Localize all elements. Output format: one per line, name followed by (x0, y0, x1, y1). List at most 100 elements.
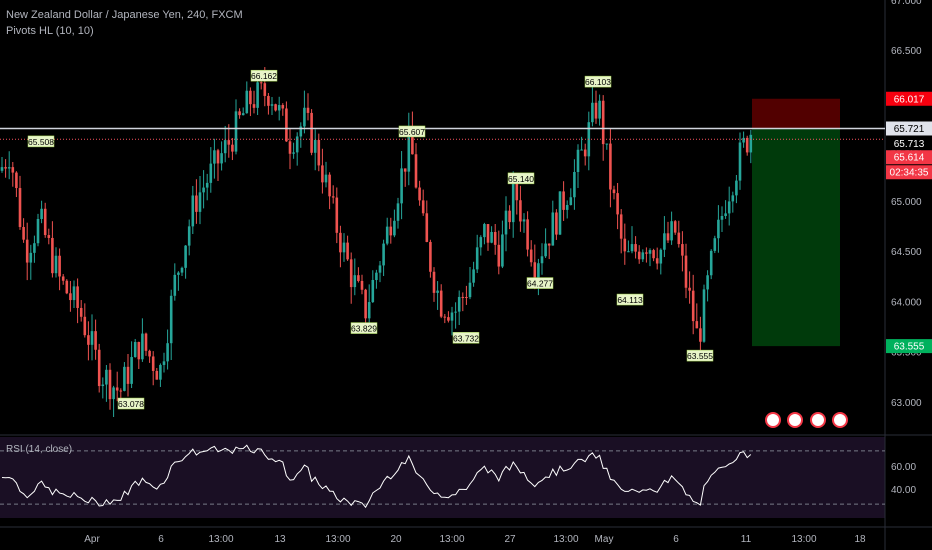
candle-body (677, 232, 681, 245)
pivot-label-box (27, 135, 55, 148)
candle-body (648, 250, 652, 254)
candle-body (522, 219, 526, 222)
candle-body (288, 141, 292, 154)
candle-body (551, 212, 555, 246)
candle-body (324, 174, 328, 183)
candle-body (335, 197, 339, 233)
candle-body (22, 226, 25, 240)
pivot-label-box (117, 397, 145, 410)
candle-body (745, 137, 749, 153)
candle-body (403, 168, 407, 172)
candle-body (313, 140, 317, 153)
y-tick-label: 64.500 (891, 247, 922, 258)
candle-body (317, 140, 321, 166)
candle-body (389, 226, 393, 236)
candle-body (475, 247, 479, 270)
candle-body (112, 387, 115, 400)
candle-body (418, 187, 421, 201)
candle-body (385, 226, 389, 244)
candle-body (515, 183, 519, 201)
x-tick-label: 13 (274, 534, 286, 545)
pivot-label: 66.162 (251, 71, 277, 81)
candle-body (364, 289, 367, 319)
candle-body (472, 269, 475, 283)
candle-body (436, 290, 439, 293)
candle-body (72, 286, 76, 301)
x-tick-label: 13:00 (791, 534, 816, 545)
x-tick-label: 6 (673, 534, 679, 545)
candle-body (479, 237, 483, 248)
candle-body (133, 342, 137, 358)
pivot-label-box (507, 172, 535, 185)
candle-body (65, 280, 69, 294)
candle-body (76, 286, 79, 308)
pivot-label: 65.508 (28, 137, 54, 147)
candle-body (429, 241, 432, 272)
candle-body (382, 243, 385, 266)
candle-body (277, 105, 281, 111)
candle-body (220, 153, 223, 164)
candle-body (655, 258, 659, 264)
candle-body (605, 143, 609, 145)
pivot-label-box (350, 322, 378, 334)
pivot-label-box (526, 277, 554, 289)
candle-body (562, 191, 565, 210)
candle-body (558, 191, 562, 235)
candle-body (630, 244, 634, 252)
candle-body (69, 293, 72, 301)
candle-body (702, 289, 706, 342)
pivot-label-box (616, 293, 644, 306)
candle-body (400, 168, 403, 204)
candle-body (137, 342, 141, 360)
candle-body (616, 193, 619, 215)
candle-body (742, 137, 745, 143)
candle-body (209, 163, 213, 183)
candle-body (526, 219, 529, 250)
candle-body (216, 150, 220, 164)
candle-body (90, 331, 94, 345)
candle-body (576, 149, 580, 173)
candle-body (177, 272, 180, 275)
candle-body (249, 90, 252, 105)
candle-body (627, 251, 630, 253)
candle-body (483, 224, 486, 238)
candle-body (511, 183, 515, 223)
candle-body (29, 252, 33, 263)
candle-body (148, 350, 151, 357)
price-tag-current (886, 121, 932, 136)
candle-body (238, 111, 241, 116)
candle-body (130, 357, 133, 384)
pivot-label: 63.555 (687, 351, 713, 361)
candle-body (346, 242, 349, 260)
candle-body (645, 252, 648, 254)
indicator-title: Pivots HL (10, 10) (6, 25, 94, 37)
price-tag-countdown (886, 165, 932, 180)
candle-body (213, 150, 216, 164)
candle-body (331, 196, 335, 198)
candle-body (202, 187, 205, 193)
candle-body (299, 126, 303, 137)
x-tick-label: 18 (854, 534, 866, 545)
pivot-label: 63.078 (118, 399, 144, 409)
candle-body (339, 232, 342, 253)
candle-body (231, 144, 234, 152)
candle-body (508, 210, 511, 223)
price-tag-red (886, 150, 932, 165)
candle-body (79, 307, 83, 317)
candle-body (187, 226, 191, 246)
candle-body (652, 250, 655, 259)
candle-body (720, 216, 724, 220)
candle-body (612, 189, 616, 194)
candle-body (547, 243, 551, 246)
candle-body (486, 224, 490, 243)
price-tag-label: 02:34:35 (890, 168, 929, 179)
x-tick-label: 13:00 (208, 534, 233, 545)
pivot-label: 64.113 (617, 295, 643, 305)
candle-body (601, 100, 605, 145)
price-tag-label: 63.555 (894, 342, 925, 353)
candle-body (537, 263, 540, 278)
pivot-label: 63.829 (351, 324, 377, 334)
x-tick-label: 27 (504, 534, 516, 545)
price-tag-line2 (886, 136, 932, 151)
